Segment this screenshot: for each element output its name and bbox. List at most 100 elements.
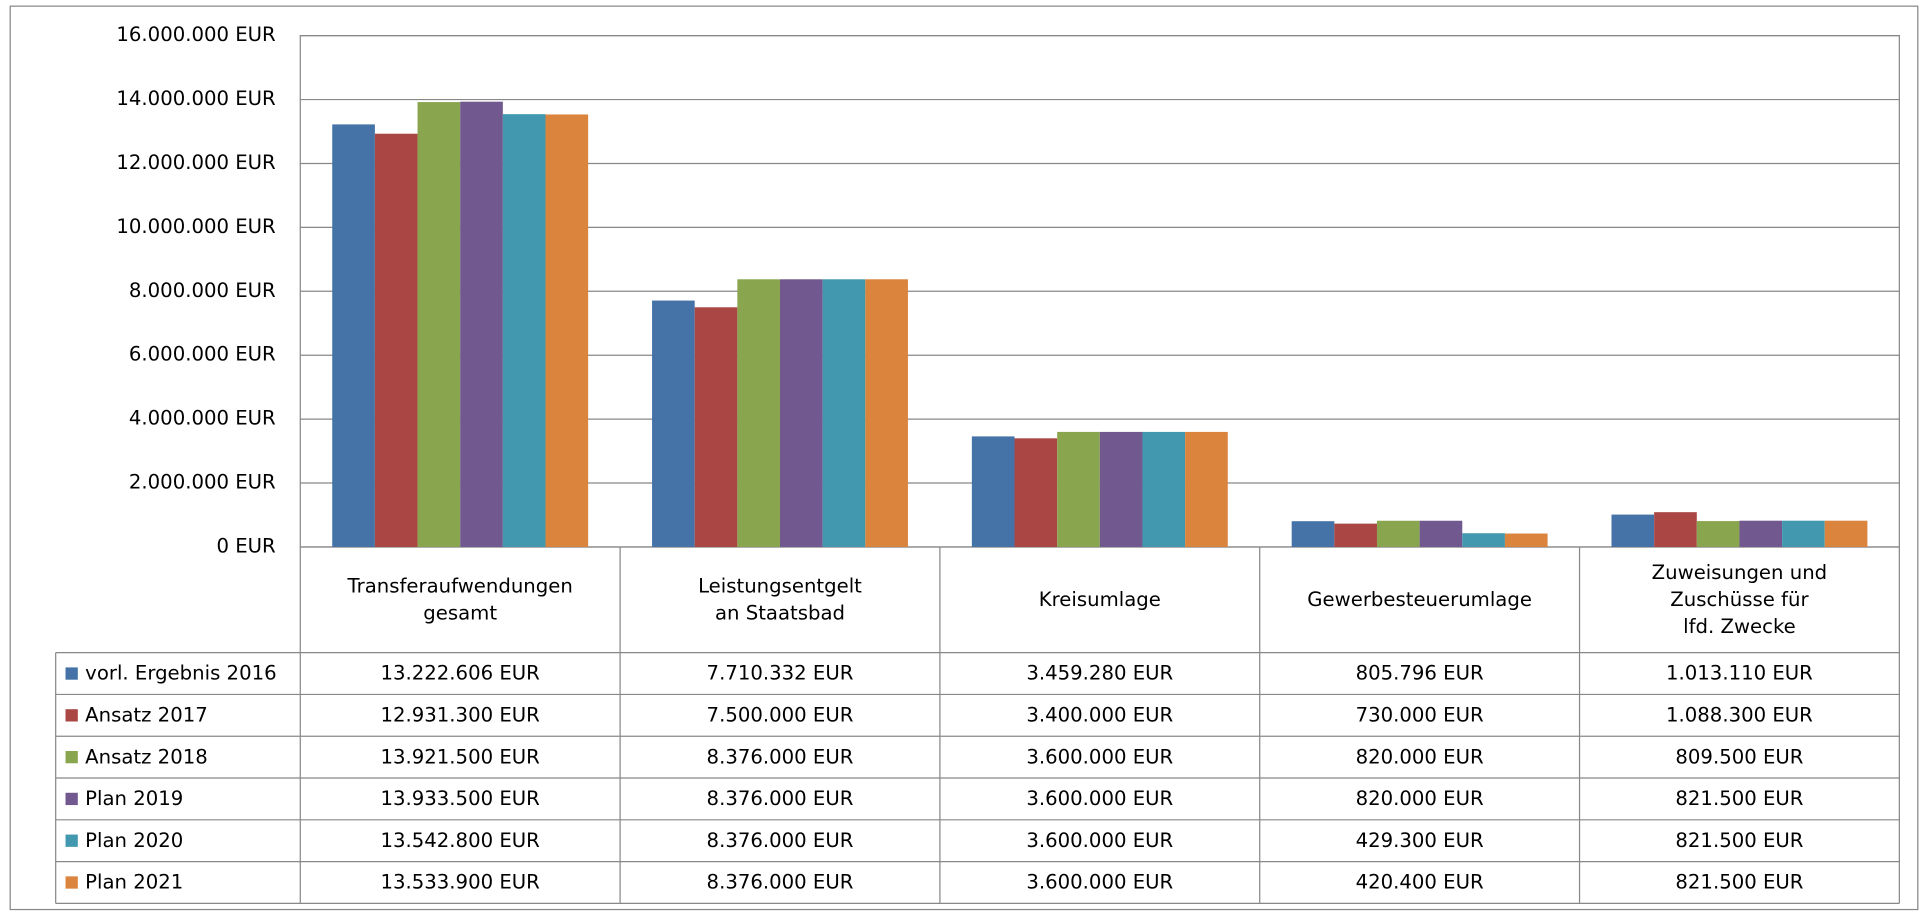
bar: [652, 300, 695, 547]
legend-swatch: [65, 834, 78, 847]
value-label: 1.088.300 EUR: [1666, 703, 1813, 727]
value-label: 7.710.332 EUR: [706, 661, 854, 685]
value-label-box: 3.400.000 EUR: [1026, 703, 1174, 727]
legend-label: Ansatz 2018: [85, 744, 208, 769]
legend-swatch: [65, 667, 78, 680]
value-label: 13.921.500 EUR: [380, 744, 540, 769]
chart-border: [9, 5, 1919, 911]
value-label: 3.600.000 EUR: [1026, 828, 1174, 852]
category-label-box: Gewerbesteuerumlage: [1307, 587, 1532, 611]
value-label-box: 809.500 EUR: [1675, 744, 1804, 769]
value-label-box: 3.600.000 EUR: [1026, 828, 1174, 852]
bar: [1142, 431, 1186, 547]
value-label-box: 821.500 EUR: [1675, 828, 1804, 852]
y-tick-label: 2.000.000 EUR: [129, 471, 276, 494]
value-label-box: 429.300 EUR: [1356, 828, 1484, 851]
value-label: 13.533.900 EUR: [380, 870, 540, 894]
value-label: 820.000 EUR: [1355, 744, 1484, 769]
value-label-box: 821.500 EUR: [1675, 787, 1803, 810]
bar: [1057, 431, 1100, 547]
bar: [822, 279, 866, 547]
y-tick-label: 12.000.000 EUR: [116, 151, 276, 174]
y-tick-label: 0 EUR: [216, 534, 276, 557]
value-label: 8.376.000 EUR: [706, 786, 854, 810]
bar: [1462, 533, 1505, 547]
value-label: 8.376.000 EUR: [706, 828, 854, 852]
value-label: 821.500 EUR: [1675, 828, 1804, 852]
value-label: 820.000 EUR: [1355, 786, 1484, 810]
category-label-box: Zuweisungen und Zuschüsse für lfd. Zweck…: [1651, 560, 1828, 638]
category-label: Zuweisungen und Zuschüsse für lfd. Zweck…: [1651, 560, 1828, 638]
bar: [332, 124, 375, 547]
bar: [1185, 431, 1228, 547]
legend-swatch: [65, 876, 78, 889]
value-label: 730.000 EUR: [1355, 703, 1484, 727]
value-label: 8.376.000 EUR: [706, 744, 854, 769]
bar: [1739, 520, 1783, 547]
category-label: Transferaufwendungen gesamt: [347, 573, 573, 625]
value-label: 3.600.000 EUR: [1026, 786, 1174, 810]
y-tick-label: 6.000.000 EUR: [129, 343, 276, 366]
bar: [460, 101, 503, 547]
value-label-box: 420.400 EUR: [1355, 870, 1484, 894]
value-label-box: 13.921.500 EUR: [380, 744, 540, 769]
value-label-box: 3.459.280 EUR: [1026, 661, 1174, 685]
value-label-box: 13.933.500 EUR: [380, 786, 540, 810]
category-label-box: Leistungsentgelt an Staatsbad: [698, 573, 862, 625]
value-label-box: 13.533.900 EUR: [380, 870, 540, 894]
legend-label-box: Plan 2020: [85, 828, 184, 852]
value-label-box: 13.542.800 EUR: [380, 828, 540, 852]
legend-label-box: Ansatz 2017: [85, 703, 208, 727]
value-label-box: 8.376.000 EUR: [706, 744, 854, 769]
legend-label-box: Plan 2019: [85, 786, 184, 810]
legend-label: Plan 2019: [85, 786, 184, 810]
legend-label: vorl. Ergebnis 2016: [85, 661, 277, 685]
value-label-box: 8.376.000 EUR: [707, 870, 854, 893]
bar: [1376, 520, 1420, 547]
value-label: 809.500 EUR: [1675, 744, 1804, 769]
value-label: 420.400 EUR: [1355, 870, 1484, 894]
value-label-box: 820.000 EUR: [1355, 744, 1484, 769]
bar: [865, 279, 908, 547]
value-label: 13.542.800 EUR: [380, 828, 540, 852]
value-label-box: 821.500 EUR: [1675, 870, 1804, 894]
value-label-box: 7.500.000 EUR: [706, 703, 854, 727]
category-label: Leistungsentgelt an Staatsbad: [698, 573, 862, 625]
value-label-box: 7.710.332 EUR: [706, 661, 854, 685]
value-label: 1.013.110 EUR: [1666, 661, 1813, 685]
legend-label: Ansatz 2017: [85, 703, 208, 727]
value-label: 7.500.000 EUR: [706, 703, 854, 727]
value-label: 3.600.000 EUR: [1026, 870, 1174, 894]
legend-label: Plan 2020: [85, 828, 184, 852]
bar: [1014, 438, 1058, 547]
bar: [971, 436, 1015, 547]
value-label: 821.500 EUR: [1675, 870, 1804, 894]
y-tick-label: 16.000.000 EUR: [116, 23, 276, 46]
bar: [1334, 523, 1377, 547]
y-tick-label: 4.000.000 EUR: [129, 407, 276, 430]
bar: [780, 279, 823, 547]
value-label-box: 730.000 EUR: [1355, 703, 1484, 727]
category-label: Kreisumlage: [1038, 587, 1161, 611]
bar: [545, 114, 589, 547]
bar: [737, 279, 781, 547]
category-label: Gewerbesteuerumlage: [1307, 587, 1532, 611]
value-label-box: 3.600.000 EUR: [1026, 786, 1174, 810]
y-tick-label: 8.000.000 EUR: [129, 279, 276, 302]
legend-label-box: vorl. Ergebnis 2016: [85, 661, 277, 685]
category-label-box: Kreisumlage: [1038, 587, 1161, 611]
value-label: 3.400.000 EUR: [1026, 703, 1174, 727]
value-label: 13.933.500 EUR: [380, 786, 540, 810]
bar: [1824, 520, 1868, 547]
bar: [1654, 512, 1697, 547]
bar: [1504, 533, 1548, 547]
bar: [1419, 520, 1463, 547]
legend-swatch: [65, 709, 78, 722]
bar: [694, 307, 738, 547]
bar: [374, 133, 418, 547]
value-label: 12.931.300 EUR: [380, 703, 540, 727]
value-label-box: 1.088.300 EUR: [1666, 703, 1813, 727]
value-label: 3.459.280 EUR: [1026, 661, 1174, 685]
value-label-box: 820.000 EUR: [1355, 786, 1484, 810]
value-label: 13.222.606 EUR: [380, 661, 540, 685]
